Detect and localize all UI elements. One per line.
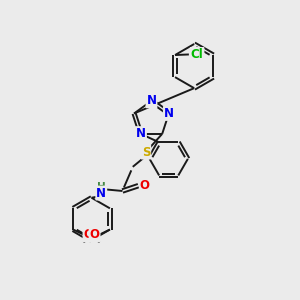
- Text: N: N: [96, 187, 106, 200]
- Text: Cl: Cl: [191, 48, 203, 61]
- Text: N: N: [164, 107, 174, 120]
- Text: S: S: [142, 146, 150, 159]
- Text: H: H: [97, 182, 106, 192]
- Text: N: N: [136, 128, 146, 140]
- Text: N: N: [136, 128, 146, 140]
- Text: N: N: [146, 94, 157, 107]
- Text: O: O: [83, 228, 94, 241]
- Text: O: O: [90, 228, 100, 241]
- Text: O: O: [140, 179, 150, 192]
